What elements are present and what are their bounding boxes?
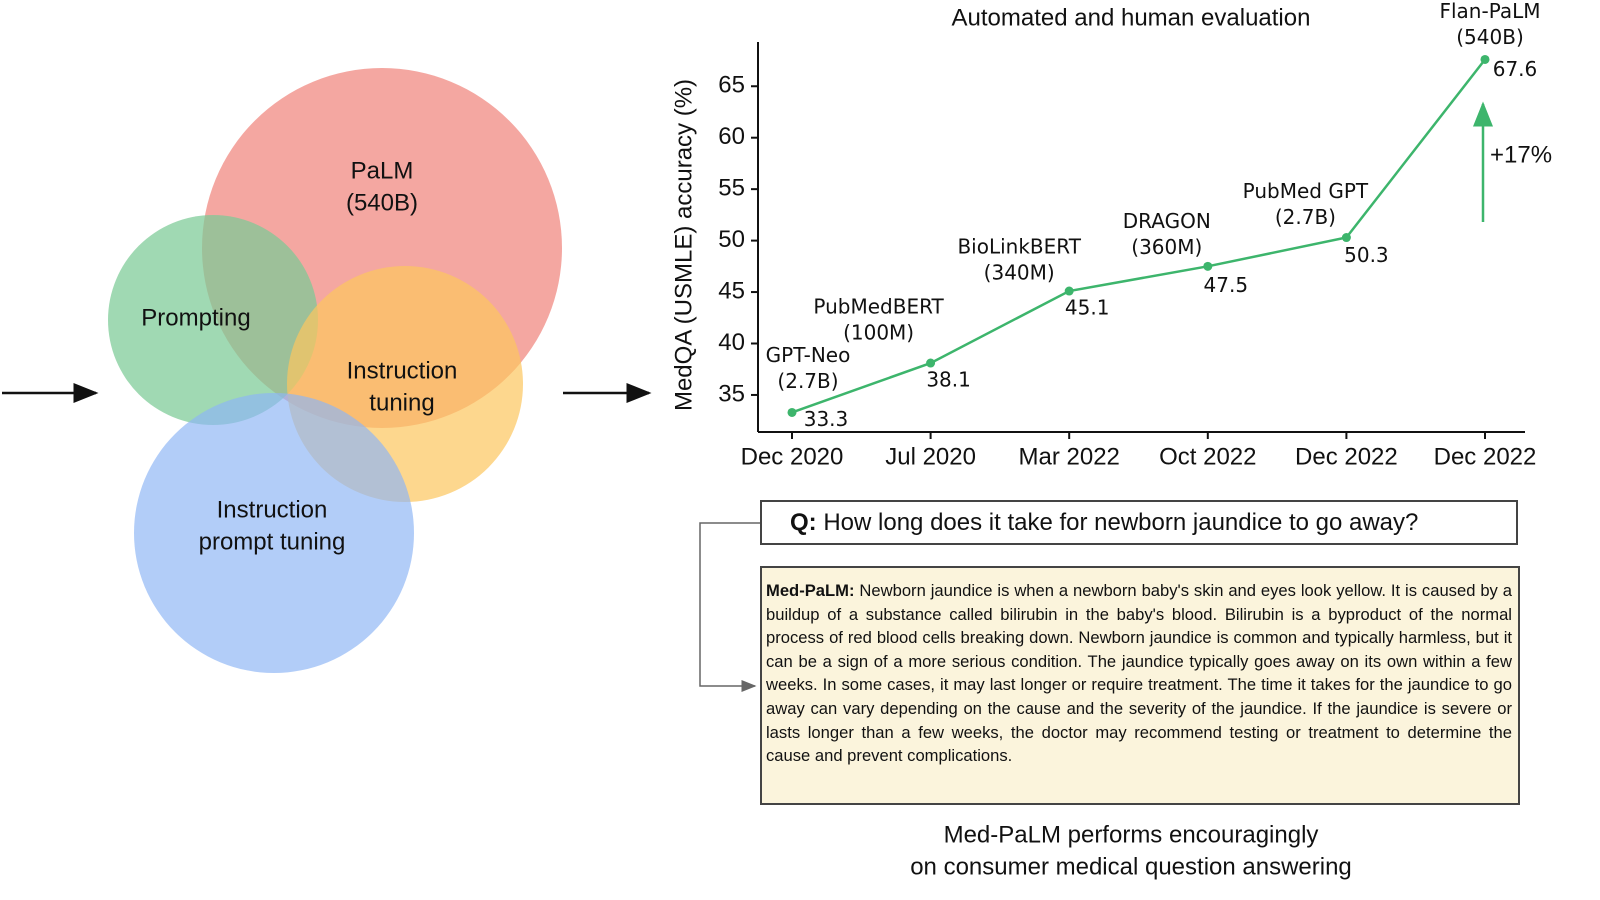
line — [791, 58, 1486, 414]
y-tick-label: 65 — [718, 72, 745, 99]
answer-label: Med-PaLM: — [766, 581, 855, 600]
annotation: +17% — [1490, 141, 1552, 168]
value-label: 45.1 — [1065, 296, 1110, 320]
value-label: 67.6 — [1493, 57, 1538, 81]
model-label: GPT-Neo — [766, 343, 851, 367]
y-tick-label: 55 — [718, 174, 745, 201]
y-tick-label: 35 — [718, 380, 745, 407]
caption: Med-PaLM performs encouragingly — [944, 821, 1319, 848]
value-label: 47.5 — [1204, 273, 1249, 297]
venn-label: PaLM — [351, 157, 414, 184]
answer-box: Med-PaLM: Newborn jaundice is when a new… — [760, 566, 1520, 805]
caption: on consumer medical question answering — [910, 853, 1352, 880]
model-label: (340M) — [984, 261, 1055, 285]
venn-label: prompt tuning — [199, 528, 346, 555]
connector — [699, 522, 760, 692]
point — [787, 407, 797, 417]
answer: Newborn jaundice is when a newborn baby'… — [766, 581, 1512, 766]
model-label: BioLinkBERT — [957, 235, 1081, 259]
venn-circle — [134, 393, 414, 673]
x-tick-label: Mar 2022 — [1019, 443, 1120, 470]
y-axis-label: MedQA (USMLE) accuracy (%) — [670, 79, 697, 411]
point — [1341, 233, 1351, 243]
venn-circle — [108, 215, 318, 425]
model-label: (2.7B) — [777, 369, 838, 393]
value-label: 33.3 — [804, 407, 849, 431]
point — [1480, 54, 1490, 64]
question: How long does it take for newborn jaundi… — [823, 509, 1419, 536]
point — [926, 358, 936, 368]
x-tick-label: Dec 2022 — [1434, 443, 1537, 470]
venn-label: Prompting — [141, 304, 250, 331]
value-label: 50.3 — [1344, 243, 1389, 267]
point — [1064, 286, 1074, 296]
venn-label: Instruction — [217, 496, 328, 523]
model-label: PubMedBERT — [813, 295, 944, 319]
y-tick-label: 45 — [718, 277, 745, 304]
question-box: Q: How long does it take for newborn jau… — [760, 500, 1518, 545]
model-label: PubMed GPT — [1243, 179, 1369, 203]
model-label: (2.7B) — [1275, 205, 1336, 229]
model-label: DRAGON — [1123, 209, 1211, 233]
y-tick-label: 50 — [718, 226, 745, 253]
x-tick-label: Jul 2020 — [885, 443, 976, 470]
venn-label: Instruction — [347, 357, 458, 384]
venn-label: tuning — [369, 389, 434, 416]
model-label: (100M) — [843, 321, 914, 345]
chart-title: Automated and human evaluation — [952, 4, 1311, 31]
point — [1203, 261, 1213, 271]
value-label: 38.1 — [926, 368, 971, 392]
x-tick-label: Dec 2020 — [741, 443, 844, 470]
y-tick-label: 60 — [718, 123, 745, 150]
model-label: (360M) — [1131, 235, 1202, 259]
x-tick-label: Oct 2022 — [1159, 443, 1256, 470]
x-tick-label: Dec 2022 — [1295, 443, 1398, 470]
venn-label: (540B) — [346, 189, 418, 216]
y-tick-label: 40 — [718, 329, 745, 356]
question-label: Q: — [790, 509, 817, 536]
model-label: Flan-PaLM — [1439, 0, 1540, 23]
model-label: (540B) — [1456, 25, 1524, 49]
